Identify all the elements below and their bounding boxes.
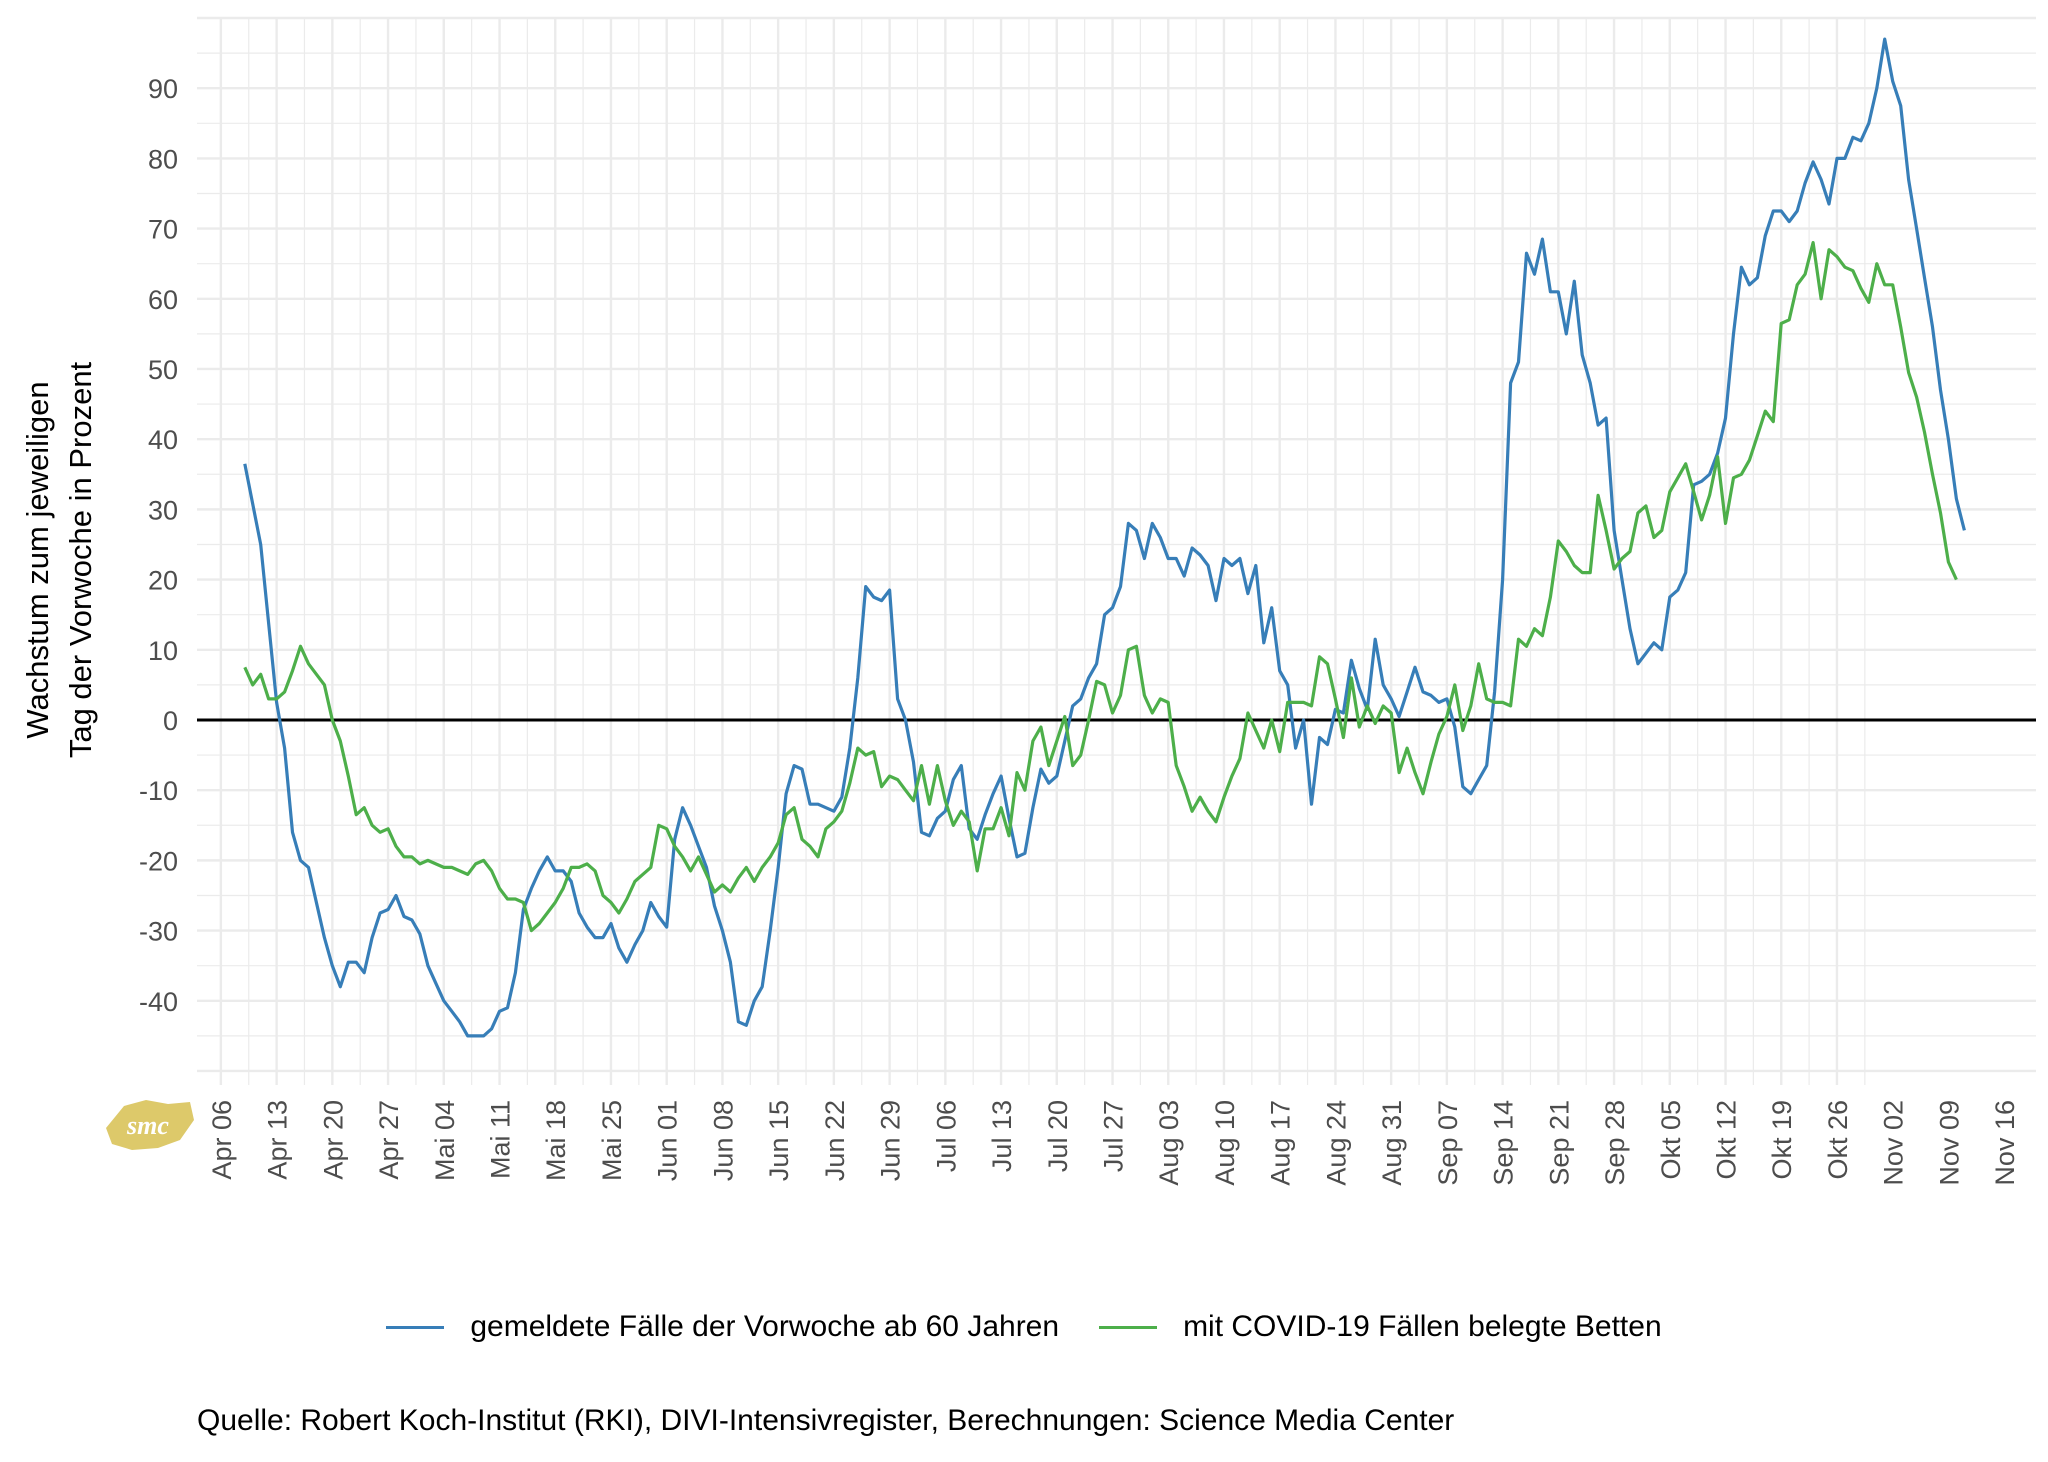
major-gridlines bbox=[197, 16, 2036, 1085]
x-tick-label: Jun 01 bbox=[653, 1100, 683, 1181]
x-tick-label: Okt 19 bbox=[1767, 1100, 1797, 1180]
series-lines bbox=[243, 37, 1966, 1038]
smc-logo-shape bbox=[106, 1100, 194, 1150]
smc-logo: smc bbox=[98, 1090, 198, 1161]
x-tick-label: Aug 24 bbox=[1321, 1100, 1351, 1186]
y-tick-label: 10 bbox=[148, 636, 178, 666]
series-line-green bbox=[243, 241, 1958, 933]
y-tick-label: 0 bbox=[163, 706, 178, 736]
x-tick-label: Mai 25 bbox=[597, 1100, 627, 1181]
y-tick-label: -10 bbox=[139, 776, 178, 806]
source-caption: Quelle: Robert Koch-Institut (RKI), DIVI… bbox=[197, 1404, 1455, 1437]
y-tick-label: 20 bbox=[148, 566, 178, 596]
x-tick-label: Aug 10 bbox=[1210, 1100, 1240, 1186]
y-tick-label: 80 bbox=[148, 144, 178, 174]
y-axis-title-line2: Tag der Vorwoche in Prozent bbox=[63, 361, 98, 758]
x-tick-label: Mai 11 bbox=[486, 1100, 516, 1179]
x-tick-label: Apr 20 bbox=[318, 1100, 348, 1180]
y-tick-label: 30 bbox=[148, 495, 178, 525]
x-axis-tick-labels: Apr 06 Apr 13 Apr 20 Apr 27 Mai 04 Mai 11 Mai … bbox=[207, 1100, 2020, 1186]
x-tick-label: Aug 17 bbox=[1266, 1100, 1296, 1186]
x-tick-label: Okt 05 bbox=[1656, 1100, 1686, 1180]
y-axis-title-line1: Wachstum zum jeweiligen bbox=[20, 381, 55, 738]
y-tick-label: -40 bbox=[139, 987, 178, 1017]
x-tick-label: Jul 27 bbox=[1099, 1100, 1129, 1172]
legend-label-green: mit COVID-19 Fällen belegte Betten bbox=[1183, 1310, 1662, 1343]
legend-item-green: mit COVID-19 Fällen belegte Betten bbox=[1099, 1310, 1662, 1344]
y-tick-label: 50 bbox=[148, 355, 178, 385]
x-tick-label: Sep 14 bbox=[1489, 1100, 1519, 1186]
legend-label-blue: gemeldete Fälle der Vorwoche ab 60 Jahre… bbox=[470, 1310, 1060, 1343]
x-tick-label: Jul 13 bbox=[987, 1100, 1017, 1172]
x-tick-label: Jun 29 bbox=[876, 1100, 906, 1181]
y-tick-label: -20 bbox=[139, 846, 178, 876]
x-tick-label: Jul 20 bbox=[1043, 1100, 1073, 1172]
y-tick-label: -30 bbox=[139, 917, 178, 947]
x-tick-label: Apr 13 bbox=[263, 1100, 293, 1180]
x-tick-label: Jun 22 bbox=[820, 1100, 850, 1181]
legend-item-blue: gemeldete Fälle der Vorwoche ab 60 Jahre… bbox=[386, 1310, 1059, 1344]
legend-key-green bbox=[1099, 1325, 1158, 1329]
minor-gridlines bbox=[197, 18, 2036, 1085]
y-tick-label: 40 bbox=[148, 425, 178, 455]
legend-key-blue bbox=[386, 1325, 445, 1329]
series-line-blue bbox=[243, 37, 1966, 1038]
smc-logo-text: smc bbox=[126, 1111, 169, 1140]
x-tick-label: Jul 06 bbox=[931, 1100, 961, 1172]
x-tick-label: Jun 15 bbox=[764, 1100, 794, 1181]
y-tick-label: 70 bbox=[148, 215, 178, 245]
x-tick-label: Apr 06 bbox=[207, 1100, 237, 1180]
x-tick-label: Okt 26 bbox=[1823, 1100, 1853, 1180]
x-tick-label: Sep 21 bbox=[1544, 1100, 1574, 1186]
x-tick-label: Jun 08 bbox=[708, 1100, 738, 1181]
x-tick-label: Nov 16 bbox=[1990, 1100, 2020, 1186]
x-tick-label: Mai 04 bbox=[430, 1100, 460, 1181]
x-tick-label: Mai 18 bbox=[541, 1100, 571, 1181]
y-tick-label: 60 bbox=[148, 285, 178, 315]
y-axis-tick-labels: -40 -30 -20 -10 0 10 20 30 40 50 60 70 80 90 bbox=[139, 74, 178, 1017]
x-tick-label: Apr 27 bbox=[374, 1100, 404, 1180]
x-tick-label: Nov 09 bbox=[1934, 1100, 1964, 1186]
y-tick-label: 90 bbox=[148, 74, 178, 104]
x-tick-label: Nov 02 bbox=[1879, 1100, 1909, 1186]
x-tick-label: Sep 28 bbox=[1600, 1100, 1630, 1186]
x-tick-label: Aug 31 bbox=[1377, 1100, 1407, 1186]
legend: gemeldete Fälle der Vorwoche ab 60 Jahre… bbox=[0, 1310, 2048, 1344]
x-tick-label: Aug 03 bbox=[1154, 1100, 1184, 1186]
x-tick-label: Sep 07 bbox=[1433, 1100, 1463, 1186]
x-tick-label: Okt 12 bbox=[1712, 1100, 1742, 1180]
